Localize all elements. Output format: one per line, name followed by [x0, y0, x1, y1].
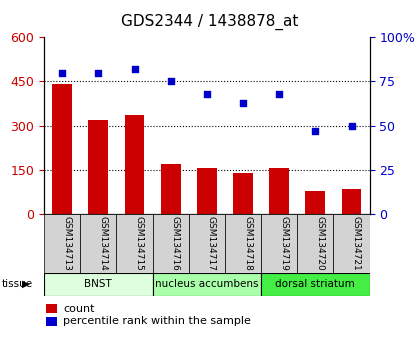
Text: GDS2344 / 1438878_at: GDS2344 / 1438878_at — [121, 14, 299, 30]
Text: GSM134718: GSM134718 — [243, 216, 252, 271]
Point — [204, 91, 210, 97]
Text: nucleus accumbens: nucleus accumbens — [155, 279, 259, 289]
Text: percentile rank within the sample: percentile rank within the sample — [63, 316, 251, 326]
Text: dorsal striatum: dorsal striatum — [276, 279, 355, 289]
Point — [276, 91, 283, 97]
Bar — [225, 214, 261, 273]
Bar — [46, 317, 57, 326]
Bar — [46, 304, 57, 313]
Bar — [261, 273, 370, 296]
Point — [95, 70, 102, 75]
Text: GSM134720: GSM134720 — [315, 216, 324, 271]
Bar — [44, 273, 152, 296]
Text: GSM134721: GSM134721 — [352, 216, 360, 271]
Bar — [297, 214, 333, 273]
Text: GSM134714: GSM134714 — [98, 216, 108, 271]
Bar — [152, 273, 261, 296]
Text: count: count — [63, 304, 94, 314]
Bar — [233, 173, 253, 214]
Point — [167, 79, 174, 84]
Bar — [341, 189, 362, 214]
Text: GSM134717: GSM134717 — [207, 216, 216, 271]
Point — [59, 70, 66, 75]
Bar — [161, 164, 181, 214]
Point — [312, 128, 319, 134]
Bar — [116, 214, 152, 273]
Bar — [80, 214, 116, 273]
Bar — [333, 214, 370, 273]
Text: GSM134716: GSM134716 — [171, 216, 180, 271]
Text: BNST: BNST — [84, 279, 112, 289]
Bar — [269, 169, 289, 214]
Text: GSM134713: GSM134713 — [62, 216, 71, 271]
Bar — [52, 84, 72, 214]
Point — [348, 123, 355, 129]
Text: tissue: tissue — [2, 279, 33, 289]
Text: GSM134719: GSM134719 — [279, 216, 288, 271]
Point — [131, 66, 138, 72]
Text: ▶: ▶ — [22, 279, 30, 289]
Bar — [197, 169, 217, 214]
Bar — [189, 214, 225, 273]
Text: GSM134715: GSM134715 — [134, 216, 144, 271]
Bar — [125, 115, 144, 214]
Bar — [305, 190, 326, 214]
Bar — [88, 120, 108, 214]
Bar — [44, 214, 80, 273]
Bar — [261, 214, 297, 273]
Point — [240, 100, 247, 105]
Bar — [152, 214, 189, 273]
